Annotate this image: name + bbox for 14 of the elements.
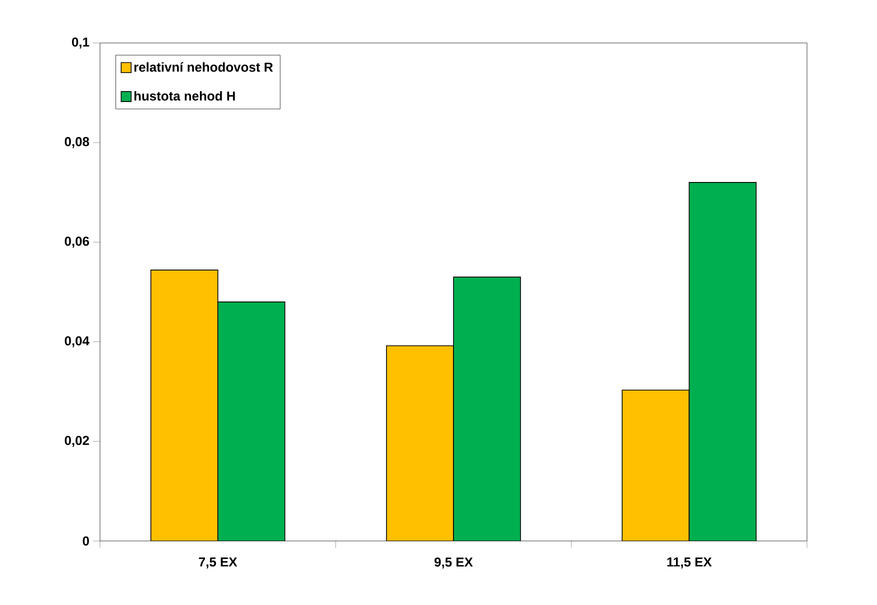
bar <box>150 270 218 541</box>
y-tick-label: 0,04 <box>64 336 90 348</box>
bar <box>386 345 454 541</box>
y-tick-label: 0,1 <box>72 37 90 48</box>
y-tick-label: 0 <box>82 536 89 546</box>
x-tick-label: 11,5 EX <box>667 558 712 568</box>
legend-label: hustota nehod H <box>134 91 235 101</box>
y-tick-label: 0,06 <box>64 236 90 248</box>
legend-label: relativní nehodovost R <box>134 62 273 72</box>
y-tick-label: 0,02 <box>64 436 89 447</box>
x-tick-label: 7,5 EX <box>198 558 238 568</box>
y-tick-label: 0,08 <box>64 137 90 148</box>
bar <box>622 390 690 541</box>
x-tick-label: 9,5 EX <box>434 558 473 569</box>
